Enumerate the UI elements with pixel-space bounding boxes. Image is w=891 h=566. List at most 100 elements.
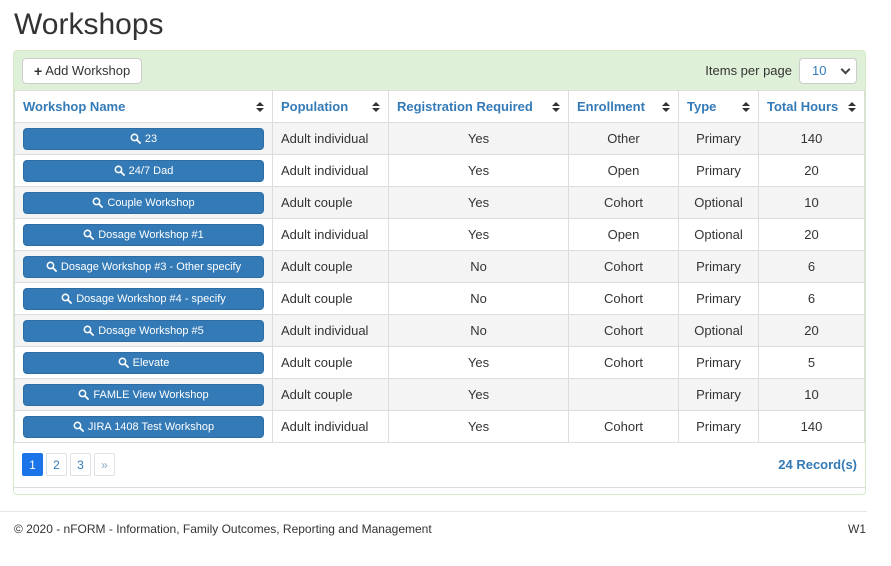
workshop-name-button[interactable]: Couple Workshop [23, 191, 264, 214]
table-row: FAMLE View Workshop Adult couple Yes Primar… [14, 378, 865, 411]
cell-total_hours: 20 [758, 218, 865, 251]
cell-population: Adult individual [272, 218, 389, 251]
workshop-name-button[interactable]: 23 [23, 127, 264, 150]
cell-name: FAMLE View Workshop [14, 378, 273, 411]
workshops-panel: + Add Workshop Items per page 10 Worksho… [13, 50, 866, 495]
sort-icon[interactable] [848, 101, 856, 112]
cell-total_hours: 20 [758, 314, 865, 347]
table-row: Dosage Workshop #5 Adult individual No Coho… [14, 314, 865, 347]
cell-type: Optional [678, 218, 759, 251]
cell-total_hours: 140 [758, 410, 865, 443]
search-icon [78, 389, 90, 400]
pagination-page-1-button[interactable]: 1 [22, 453, 43, 476]
workshop-name-button[interactable]: FAMLE View Workshop [23, 383, 264, 406]
search-icon [92, 197, 104, 208]
workshop-name-label: 24/7 Dad [128, 164, 174, 177]
workshop-name-label: Dosage Workshop #5 [98, 324, 204, 337]
cell-enrollment: Cohort [568, 282, 679, 315]
cell-total_hours: 20 [758, 154, 865, 187]
column-header-enrollment[interactable]: Enrollment [568, 90, 679, 123]
column-header-total_hours[interactable]: Total Hours [758, 90, 865, 123]
cell-name: Dosage Workshop #3 - Other specify [14, 250, 273, 283]
pagination-page-2-button[interactable]: 2 [46, 453, 67, 476]
items-per-page-control: Items per page 10 [705, 57, 857, 84]
plus-icon: + [34, 62, 43, 79]
cell-total_hours: 140 [758, 122, 865, 155]
search-icon [73, 421, 84, 432]
cell-population: Adult couple [272, 250, 389, 283]
pagination-next-button[interactable]: » [94, 453, 115, 476]
sort-icon[interactable] [662, 101, 670, 112]
column-header-type[interactable]: Type [678, 90, 759, 123]
workshop-name-button[interactable]: JIRA 1408 Test Workshop [23, 415, 264, 438]
column-label: Workshop Name [23, 99, 126, 114]
table-row: 24/7 Dad Adult individual Yes Open Primary 20 [14, 154, 865, 187]
records-count: 24 Record(s) [778, 457, 857, 472]
footer-copyright: © 2020 - nFORM - Information, Family Out… [14, 522, 432, 536]
cell-name: Dosage Workshop #4 - specify [14, 282, 273, 315]
workshops-table: Workshop Name Population Registration Requ… [14, 90, 865, 443]
workshop-name-button[interactable]: Dosage Workshop #5 [23, 319, 264, 342]
add-workshop-button[interactable]: + Add Workshop [22, 57, 143, 84]
page-footer: © 2020 - nFORM - Information, Family Out… [0, 512, 891, 536]
cell-enrollment: Other [568, 122, 679, 155]
workshop-name-label: Dosage Workshop #4 - specify [76, 292, 226, 305]
items-per-page-select-wrap: 10 [799, 57, 857, 84]
table-row: 23 Adult individual Yes Other Primary 140 [14, 122, 865, 155]
search-icon [83, 325, 95, 336]
workshop-name-button[interactable]: Dosage Workshop #1 [23, 223, 264, 246]
sort-icon[interactable] [372, 101, 380, 112]
cell-total_hours: 5 [758, 346, 865, 379]
cell-type: Optional [678, 314, 759, 347]
cell-name: 24/7 Dad [14, 154, 273, 187]
cell-enrollment: Open [568, 154, 679, 187]
cell-registration_required: Yes [388, 122, 569, 155]
cell-population: Adult couple [272, 378, 389, 411]
cell-registration_required: Yes [388, 346, 569, 379]
items-per-page-label: Items per page [705, 63, 792, 78]
cell-type: Primary [678, 282, 759, 315]
pagination-page-3-button[interactable]: 3 [70, 453, 91, 476]
cell-name: Dosage Workshop #1 [14, 218, 273, 251]
cell-total_hours: 6 [758, 250, 865, 283]
cell-registration_required: No [388, 314, 569, 347]
page-title: Workshops [14, 8, 164, 41]
sort-icon[interactable] [552, 101, 560, 112]
cell-total_hours: 10 [758, 378, 865, 411]
sort-icon[interactable] [742, 101, 750, 112]
column-label: Type [687, 99, 717, 114]
workshop-name-button[interactable]: Dosage Workshop #3 - Other specify [23, 255, 264, 278]
footer-divider [0, 511, 867, 512]
cell-type: Primary [678, 250, 759, 283]
cell-enrollment: Cohort [568, 410, 679, 443]
workshop-name-label: Couple Workshop [107, 196, 195, 209]
cell-enrollment: Cohort [568, 346, 679, 379]
column-header-name[interactable]: Workshop Name [14, 90, 273, 123]
workshop-name-button[interactable]: Elevate [23, 351, 264, 374]
items-per-page-select[interactable]: 10 [799, 57, 857, 84]
column-header-registration_required[interactable]: Registration Required [388, 90, 569, 123]
workshop-name-button[interactable]: Dosage Workshop #4 - specify [23, 287, 264, 310]
column-header-population[interactable]: Population [272, 90, 389, 123]
cell-type: Primary [678, 378, 759, 411]
cell-enrollment [568, 378, 679, 411]
search-icon [114, 165, 125, 176]
add-workshop-label: Add Workshop [45, 63, 131, 78]
cell-population: Adult couple [272, 282, 389, 315]
search-icon [118, 357, 129, 368]
cell-population: Adult couple [272, 186, 389, 219]
table-row: JIRA 1408 Test Workshop Adult individual Y… [14, 410, 865, 443]
cell-registration_required: No [388, 250, 569, 283]
search-icon [83, 229, 95, 240]
column-label: Population [281, 99, 349, 114]
cell-population: Adult individual [272, 410, 389, 443]
table-row: Elevate Adult couple Yes Cohort Primary 5 [14, 346, 865, 379]
workshop-name-label: Dosage Workshop #1 [98, 228, 204, 241]
cell-name: Couple Workshop [14, 186, 273, 219]
workshop-name-button[interactable]: 24/7 Dad [23, 159, 264, 182]
table-row: Couple Workshop Adult couple Yes Cohort Opti… [14, 186, 865, 219]
cell-name: 23 [14, 122, 273, 155]
search-icon [130, 133, 141, 144]
cell-total_hours: 6 [758, 282, 865, 315]
sort-icon[interactable] [256, 101, 264, 112]
